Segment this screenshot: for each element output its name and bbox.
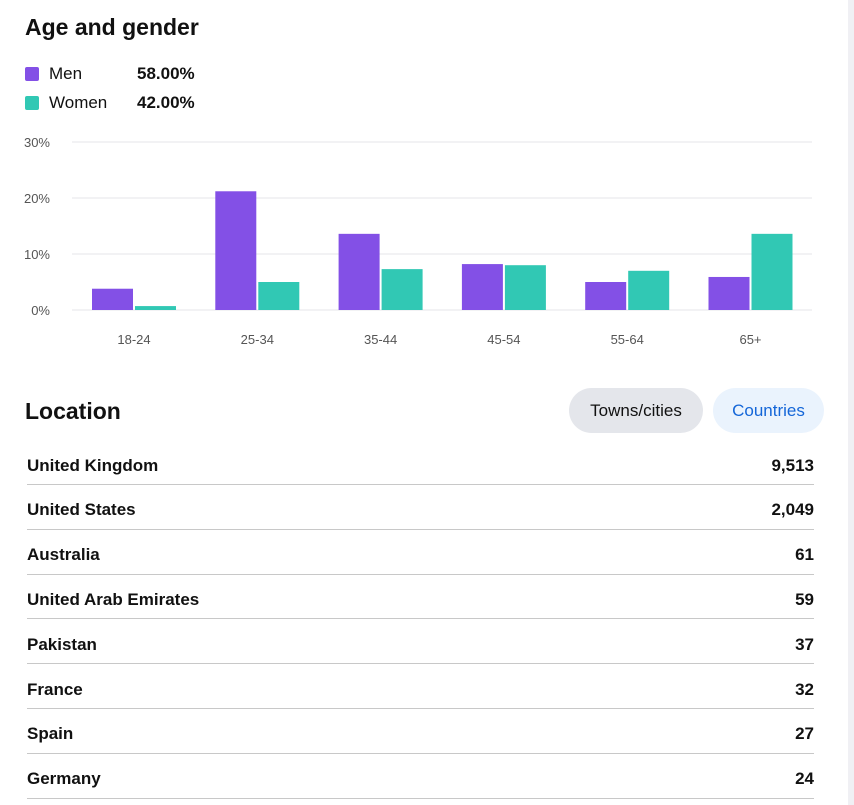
location-count: 9,513 bbox=[771, 455, 814, 475]
scrollbar-track[interactable] bbox=[848, 0, 854, 805]
location-count: 24 bbox=[795, 769, 814, 789]
location-name: United Kingdom bbox=[27, 455, 159, 475]
bar-women[interactable] bbox=[258, 282, 300, 310]
location-count: 2,049 bbox=[771, 500, 814, 520]
bar-men[interactable] bbox=[92, 288, 133, 310]
location-row: Spain 27 bbox=[27, 710, 814, 754]
bar-women[interactable] bbox=[628, 270, 670, 310]
bar-women[interactable] bbox=[135, 306, 176, 310]
location-title: Location bbox=[25, 398, 121, 424]
legend-value: 58.00% bbox=[137, 64, 195, 83]
bar-women[interactable] bbox=[751, 233, 793, 310]
location-name: France bbox=[27, 679, 83, 699]
location-count: 27 bbox=[795, 724, 814, 744]
legend-men: Men 58.00% bbox=[25, 64, 195, 84]
location-name: Pakistan bbox=[27, 634, 97, 654]
age-gender-title: Age and gender bbox=[25, 14, 199, 40]
women-swatch bbox=[25, 96, 39, 110]
bar-men[interactable] bbox=[461, 264, 503, 310]
location-count: 37 bbox=[795, 634, 814, 654]
location-name: United States bbox=[27, 500, 136, 520]
x-tick-label: 18-24 bbox=[117, 332, 150, 347]
x-tick-label: 25-34 bbox=[241, 332, 274, 347]
x-tick-label: 65+ bbox=[739, 332, 761, 347]
men-swatch bbox=[25, 67, 39, 81]
x-tick-label: 55-64 bbox=[611, 332, 644, 347]
location-row: France 32 bbox=[27, 665, 814, 709]
location-count: 32 bbox=[795, 679, 814, 699]
tab-countries[interactable]: Countries bbox=[713, 388, 824, 433]
location-row: United States 2,049 bbox=[27, 486, 814, 530]
bar-men[interactable] bbox=[585, 282, 627, 310]
bar-women[interactable] bbox=[504, 265, 546, 310]
location-name: Australia bbox=[27, 545, 100, 565]
x-tick-label: 45-54 bbox=[487, 332, 520, 347]
location-count: 61 bbox=[795, 545, 814, 565]
location-name: United Arab Emirates bbox=[27, 589, 200, 609]
bar-men[interactable] bbox=[338, 233, 380, 310]
location-row: United Arab Emirates 59 bbox=[27, 575, 814, 620]
tab-towns-cities[interactable]: Towns/cities bbox=[569, 388, 703, 433]
location-row: Germany 24 bbox=[27, 755, 814, 799]
y-tick-label: 30% bbox=[24, 135, 50, 150]
y-tick-label: 10% bbox=[24, 247, 50, 262]
location-count: 59 bbox=[795, 589, 814, 609]
location-row: Australia 61 bbox=[27, 531, 814, 575]
bar-men[interactable] bbox=[215, 191, 257, 310]
age-gender-chart: 0% 10% 20% 30% 18-24 25-34 35-44 45-54 55-64 65+ bbox=[24, 135, 812, 347]
bar-women[interactable] bbox=[381, 269, 423, 310]
legend-label: Men bbox=[49, 64, 83, 83]
y-tick-label: 0% bbox=[31, 303, 50, 318]
location-row: Pakistan 37 bbox=[27, 620, 814, 665]
legend-women: Women 42.00% bbox=[25, 93, 195, 113]
bar-men[interactable] bbox=[708, 276, 750, 310]
location-name: Germany bbox=[27, 769, 101, 789]
location-name: Spain bbox=[27, 724, 74, 744]
x-tick-label: 35-44 bbox=[364, 332, 397, 347]
location-row: United Kingdom 9,513 bbox=[27, 441, 814, 485]
legend-value: 42.00% bbox=[137, 93, 195, 112]
y-tick-label: 20% bbox=[24, 191, 50, 206]
legend-label: Women bbox=[49, 93, 108, 112]
